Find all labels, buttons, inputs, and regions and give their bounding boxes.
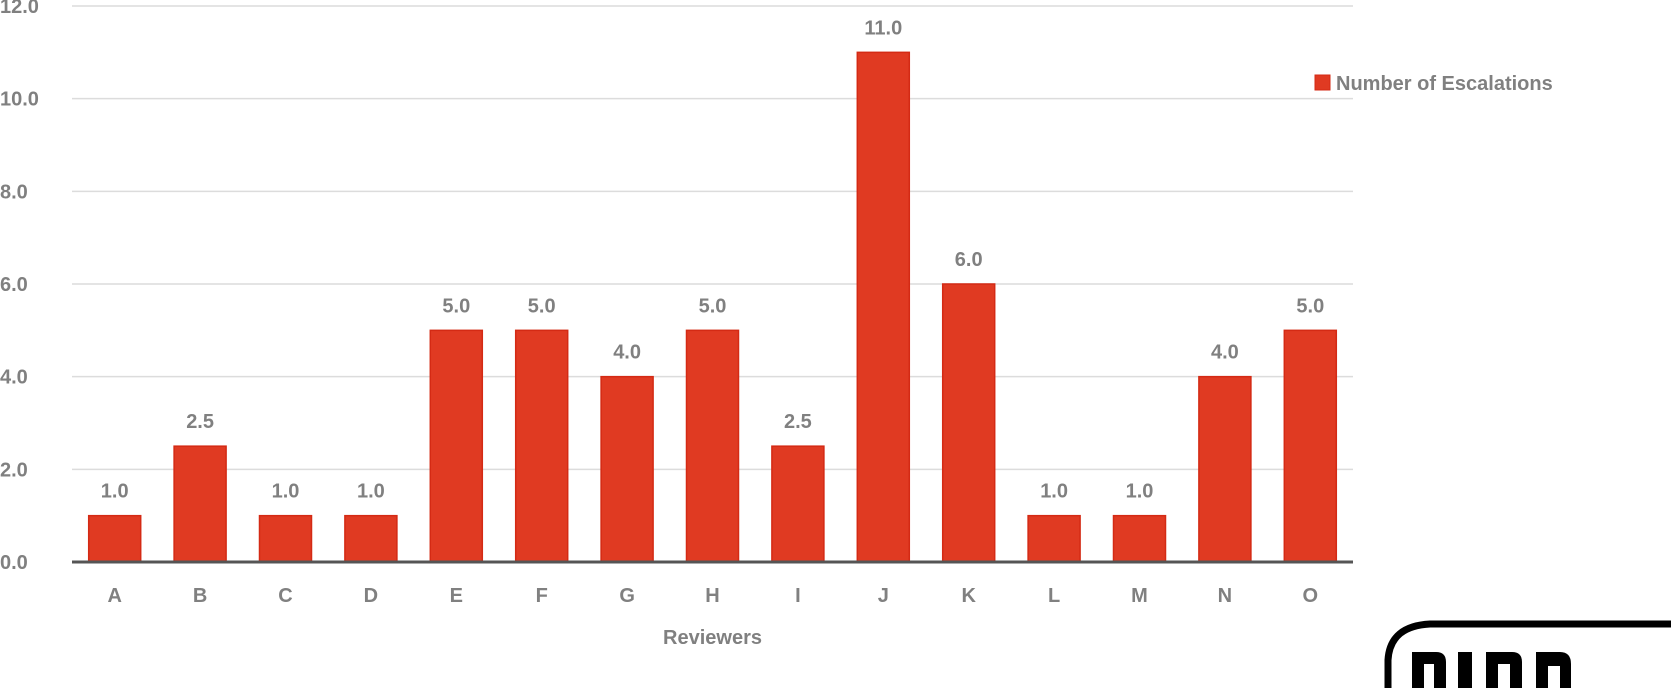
y-tick-label: 4.0	[0, 367, 28, 389]
bar-m	[1112, 514, 1167, 563]
x-tick-label: K	[961, 585, 976, 607]
x-tick-label: A	[107, 585, 121, 607]
data-label: 5.0	[528, 295, 556, 317]
y-tick-label: 0.0	[0, 552, 28, 574]
data-label: 2.5	[186, 411, 214, 433]
x-tick-label: D	[364, 585, 378, 607]
x-tick-label: O	[1303, 585, 1319, 607]
bar-c	[258, 514, 313, 563]
data-label: 2.5	[784, 411, 812, 433]
y-tick-label: 8.0	[0, 181, 28, 203]
x-tick-label: I	[795, 585, 801, 607]
x-tick-label: M	[1131, 585, 1148, 607]
bar-e	[429, 329, 484, 563]
x-tick-label: G	[619, 585, 635, 607]
data-label: 5.0	[699, 295, 727, 317]
bar-n	[1198, 375, 1252, 563]
data-label: 1.0	[357, 481, 385, 503]
bar-g	[600, 375, 654, 563]
bar-k	[941, 283, 996, 563]
data-label: 6.0	[955, 249, 983, 271]
data-label: 1.0	[272, 481, 300, 503]
x-tick-label: C	[278, 585, 292, 607]
logo-outline	[1384, 620, 1671, 688]
y-tick-label: 6.0	[0, 274, 28, 296]
data-label: 1.0	[101, 481, 129, 503]
data-label: 4.0	[1211, 342, 1239, 364]
bar-j	[856, 51, 911, 563]
x-tick-label: N	[1218, 585, 1232, 607]
legend-label: Number of Escalations	[1336, 73, 1553, 95]
y-tick-label: 2.0	[0, 459, 28, 481]
data-label: 5.0	[442, 295, 470, 317]
bar-o	[1283, 329, 1338, 563]
data-label: 5.0	[1296, 295, 1324, 317]
x-tick-label: J	[878, 585, 889, 607]
bar-f	[514, 329, 569, 563]
logo-letter-mark	[1412, 652, 1571, 688]
data-label: 11.0	[864, 17, 902, 39]
data-labels: 1.0 2.5 1.0 1.0 5.0 5.0 4.0 5.0 2.5 11.0 6.0 1.0 1.0…	[101, 17, 1324, 502]
x-axis-title: Reviewers	[663, 627, 762, 649]
y-tick-label: 10.0	[0, 89, 39, 111]
bar-i	[771, 445, 825, 563]
bars	[87, 51, 1338, 563]
legend: Number of Escalations	[1314, 73, 1553, 95]
legend-swatch	[1314, 74, 1331, 91]
x-tick-label: F	[536, 585, 548, 607]
bar-l	[1027, 514, 1081, 563]
x-tick-label: B	[193, 585, 207, 607]
bar-d	[344, 514, 398, 563]
bar-a	[87, 514, 142, 563]
x-axis-ticks: A B C D E F G H I J K L M N O	[107, 585, 1318, 607]
data-label: 1.0	[1126, 481, 1154, 503]
y-tick-label: 12.0	[0, 0, 39, 18]
bar-h	[685, 329, 740, 563]
bar-b	[173, 445, 227, 563]
y-axis-ticks: 0.0 2.0 4.0 6.0 8.0 10.0 12.0	[0, 0, 39, 574]
data-label: 4.0	[613, 342, 641, 364]
brand-logo	[1384, 620, 1671, 688]
gridlines	[72, 5, 1353, 471]
x-tick-label: E	[450, 585, 463, 607]
data-label: 1.0	[1040, 481, 1068, 503]
x-tick-label: L	[1048, 585, 1060, 607]
x-tick-label: H	[705, 585, 719, 607]
